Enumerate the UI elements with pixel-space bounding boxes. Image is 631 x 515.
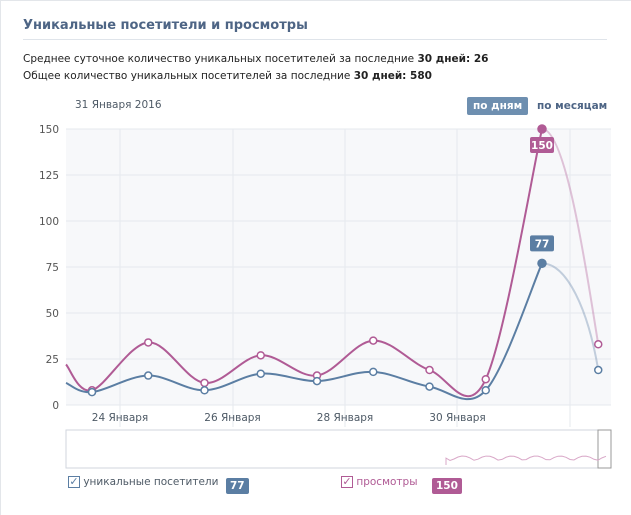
navigator-series bbox=[445, 455, 607, 465]
data-point[interactable] bbox=[369, 367, 378, 377]
data-label: 150 bbox=[531, 140, 553, 152]
navigator bbox=[65, 429, 612, 469]
data-point[interactable] bbox=[256, 351, 265, 360]
x-tick-label: 24 Января bbox=[92, 412, 148, 424]
views-value-badge: 150 bbox=[432, 478, 462, 494]
unique-value-badge: 77 bbox=[226, 478, 249, 494]
y-tick-label: 125 bbox=[39, 170, 59, 182]
data-label-bg bbox=[530, 235, 554, 252]
selected-date: 31 Января 2016 bbox=[75, 99, 162, 111]
data-point[interactable] bbox=[256, 369, 265, 378]
data-point[interactable] bbox=[537, 124, 547, 134]
y-tick-label: 25 bbox=[46, 354, 59, 366]
data-point[interactable] bbox=[537, 258, 547, 269]
y-tick-label: 50 bbox=[46, 308, 59, 320]
checkbox-views[interactable]: ✓ bbox=[341, 475, 353, 488]
data-point[interactable] bbox=[594, 340, 603, 349]
y-tick-label: 150 bbox=[39, 124, 59, 136]
data-point[interactable] bbox=[200, 386, 209, 395]
data-point[interactable] bbox=[312, 376, 322, 386]
avg-stat: Среднее суточное количество уникальных п… bbox=[23, 53, 489, 65]
panel-title: Уникальные посетители и просмотры bbox=[23, 18, 308, 33]
data-point[interactable] bbox=[594, 365, 603, 375]
checkbox-unique[interactable]: ✓ bbox=[68, 475, 80, 488]
y-tick-label: 75 bbox=[46, 262, 59, 274]
by-days-button[interactable]: по дням bbox=[467, 97, 529, 115]
divider bbox=[23, 39, 607, 40]
by-months-button[interactable]: по месяцам bbox=[537, 100, 608, 112]
data-point[interactable] bbox=[369, 336, 378, 345]
series-line-faded-0 bbox=[541, 128, 600, 345]
data-point[interactable] bbox=[200, 378, 209, 388]
navigator-handle[interactable] bbox=[597, 429, 612, 469]
total-stat: Общее количество уникальных посетителей … bbox=[23, 70, 432, 82]
legend-unique[interactable]: ✓ уникальные посетители bbox=[68, 476, 218, 488]
data-point[interactable] bbox=[425, 365, 434, 375]
data-label: 77 bbox=[535, 238, 550, 250]
line-chart[interactable]: 0 25 50 75 100 125 150 24 Января 26 Января 28 Янв… bbox=[1, 111, 631, 471]
x-tick-label: 28 Января bbox=[317, 412, 373, 424]
x-tick-label: 26 Января bbox=[204, 412, 260, 424]
data-point[interactable] bbox=[425, 382, 434, 391]
x-tick-label: 30 Января bbox=[429, 412, 485, 424]
series-line-faded-1 bbox=[541, 262, 600, 371]
data-point[interactable] bbox=[144, 338, 153, 347]
legend-views-label: просмотры bbox=[356, 476, 418, 488]
y-tick-label: 0 bbox=[52, 400, 59, 412]
data-label-bg bbox=[530, 137, 554, 153]
y-tick-label: 100 bbox=[39, 216, 59, 228]
series-line-1 bbox=[65, 262, 543, 401]
legend-unique-label: уникальные посетители bbox=[83, 476, 219, 488]
legend-views[interactable]: ✓ просмотры bbox=[341, 476, 418, 488]
data-point[interactable] bbox=[144, 371, 153, 380]
data-point[interactable] bbox=[481, 386, 490, 395]
data-point[interactable] bbox=[481, 374, 490, 384]
data-point[interactable] bbox=[87, 387, 97, 397]
